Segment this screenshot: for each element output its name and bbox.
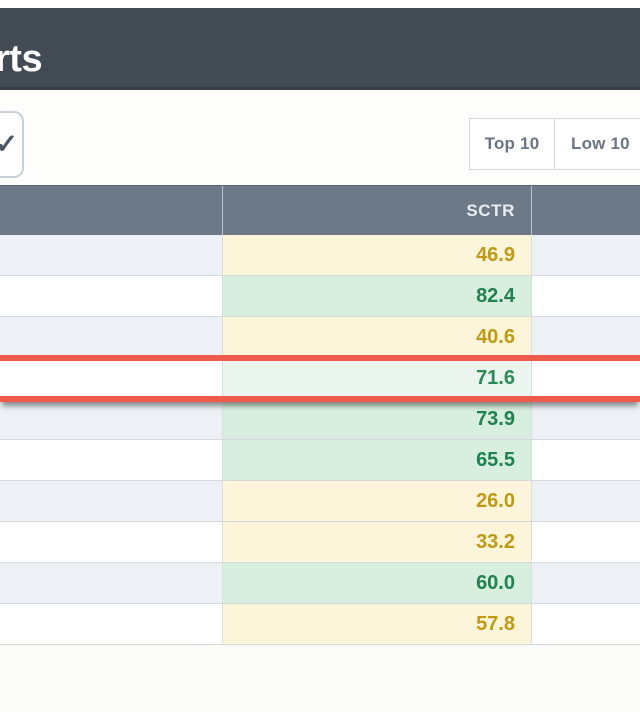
- row-right-cell: [532, 235, 640, 275]
- rank-filter-button-group: Top 10 Low 10: [469, 118, 640, 170]
- page-background: [0, 644, 640, 712]
- row-left-cell: [0, 481, 222, 521]
- app-title: rts: [0, 38, 43, 80]
- sctr-column-header[interactable]: SCTR: [222, 186, 532, 235]
- sctr-value-cell: 26.0: [222, 481, 532, 521]
- row-left-cell: [0, 276, 222, 316]
- table-row[interactable]: 60.0: [0, 563, 640, 604]
- row-right-cell: [532, 276, 640, 316]
- top-10-button[interactable]: Top 10: [469, 118, 555, 170]
- sctr-value-cell: 57.8: [222, 604, 532, 644]
- header-left-cell: [0, 186, 222, 235]
- row-left-cell: [0, 235, 222, 275]
- top-strip: [0, 0, 640, 8]
- sctr-value-cell: 40.6: [222, 317, 532, 357]
- row-right-cell: [532, 361, 640, 396]
- table-row[interactable]: 33.2: [0, 522, 640, 563]
- row-left-cell: [0, 563, 222, 603]
- row-left-cell: [0, 399, 222, 439]
- table-row[interactable]: 82.4: [0, 276, 640, 317]
- table-row-dragging[interactable]: 71.6: [0, 355, 640, 402]
- row-left-cell: [0, 361, 222, 396]
- toolbar: ✓ Top 10 Low 10: [0, 90, 640, 185]
- row-right-cell: [532, 604, 640, 644]
- header-right-cell: [532, 186, 640, 235]
- table-row[interactable]: 57.8: [0, 604, 640, 645]
- table-row[interactable]: 26.0: [0, 481, 640, 522]
- sctr-value-cell: 60.0: [222, 563, 532, 603]
- row-right-cell: [532, 317, 640, 357]
- row-left-cell: [0, 604, 222, 644]
- sctr-value-cell: 71.6: [222, 361, 532, 396]
- row-left-cell: [0, 440, 222, 480]
- table-body: 46.9 82.4 40.6 71.6 73.9 65.5 26.0 33.2 60.0 57.8: [0, 235, 640, 645]
- low-10-button[interactable]: Low 10: [554, 118, 640, 170]
- dropdown-button[interactable]: ✓: [0, 111, 24, 178]
- sctr-value-cell: 65.5: [222, 440, 532, 480]
- app-header: rts: [0, 8, 640, 90]
- row-right-cell: [532, 522, 640, 562]
- sctr-value-cell: 73.9: [222, 399, 532, 439]
- row-left-cell: [0, 522, 222, 562]
- table-header-row: SCTR: [0, 185, 640, 235]
- table-row[interactable]: 65.5: [0, 440, 640, 481]
- row-right-cell: [532, 563, 640, 603]
- row-right-cell: [532, 481, 640, 521]
- table-row[interactable]: 40.6: [0, 317, 640, 358]
- sctr-table: SCTR 46.9 82.4 40.6 71.6 73.9 65.5 26.0 33.2 60.…: [0, 185, 640, 645]
- row-left-cell: [0, 317, 222, 357]
- sctr-value-cell: 46.9: [222, 235, 532, 275]
- table-row[interactable]: 73.9: [0, 399, 640, 440]
- table-row[interactable]: 46.9: [0, 235, 640, 276]
- check-icon: ✓: [0, 129, 18, 159]
- row-right-cell: [532, 399, 640, 439]
- sctr-value-cell: 82.4: [222, 276, 532, 316]
- row-right-cell: [532, 440, 640, 480]
- sctr-value-cell: 33.2: [222, 522, 532, 562]
